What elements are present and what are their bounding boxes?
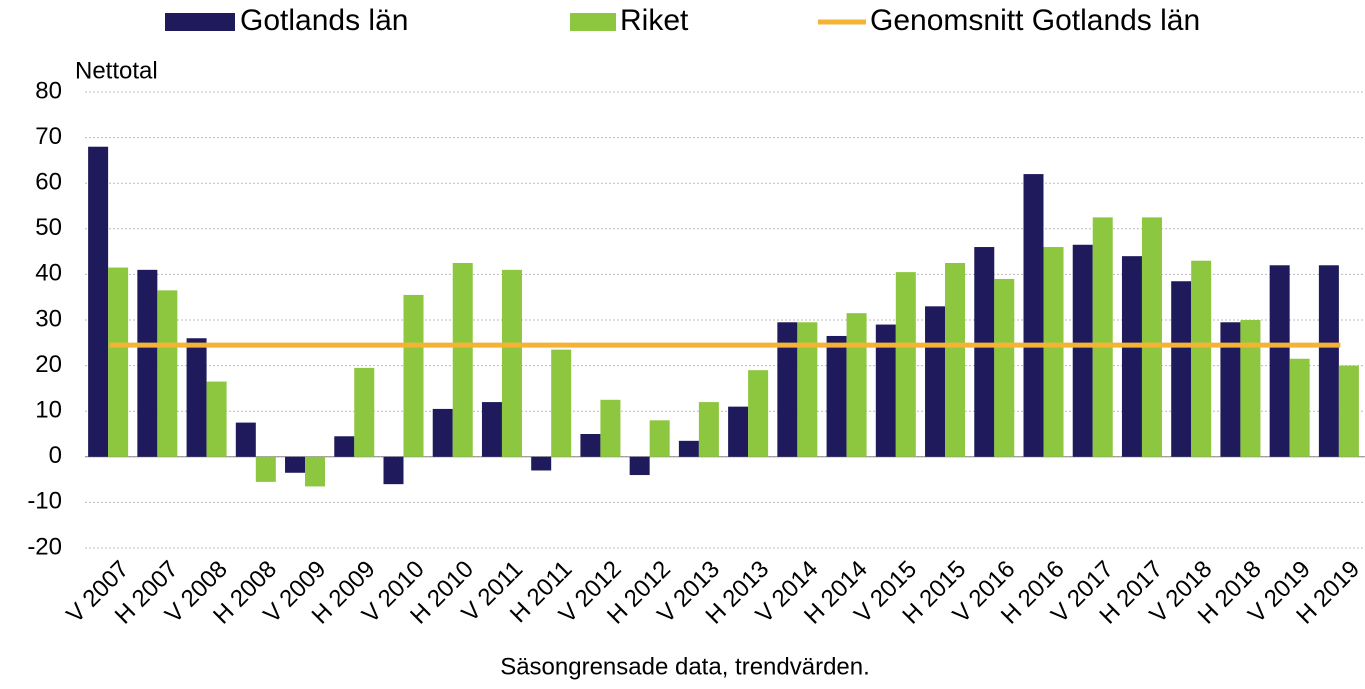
y-tick-label: -10 — [27, 488, 62, 515]
bar — [481, 402, 502, 457]
bar — [1269, 265, 1290, 457]
bar — [334, 436, 355, 457]
y-tick-label: 30 — [35, 305, 62, 332]
bar — [305, 456, 326, 487]
bar — [501, 269, 522, 457]
bar — [994, 278, 1015, 457]
bar — [157, 290, 178, 457]
bar — [531, 456, 552, 471]
bar — [797, 322, 818, 457]
bar — [285, 456, 306, 473]
bar — [1023, 174, 1044, 457]
bar — [383, 456, 404, 485]
bar — [728, 406, 749, 457]
bar — [1092, 217, 1113, 457]
bar — [432, 408, 453, 457]
bar — [649, 420, 670, 457]
legend-label: Genomsnitt Gotlands län — [870, 4, 1200, 37]
bar — [698, 402, 719, 457]
bar — [235, 422, 256, 457]
bar — [1240, 320, 1261, 457]
bar — [777, 322, 798, 457]
bar — [452, 263, 473, 457]
bar — [206, 381, 227, 457]
y-tick-label: 50 — [35, 214, 62, 241]
y-tick-label: 80 — [35, 77, 62, 104]
bar — [88, 146, 109, 457]
bar — [945, 263, 966, 457]
y-tick-label: -20 — [27, 533, 62, 560]
bar — [1121, 256, 1142, 457]
bar — [846, 313, 867, 457]
bar — [580, 434, 601, 457]
bar — [1072, 244, 1093, 457]
y-tick-label: 0 — [49, 442, 62, 469]
bar — [255, 456, 276, 482]
legend-swatch — [165, 13, 235, 31]
bar — [925, 306, 946, 457]
bar — [1318, 265, 1339, 457]
bar — [1191, 260, 1212, 457]
bar — [403, 294, 424, 457]
bar — [974, 247, 995, 457]
bar — [748, 370, 769, 457]
bar — [1220, 322, 1241, 457]
bar — [629, 456, 650, 476]
x-axis-label: Säsongrensade data, trendvärden. — [500, 653, 870, 680]
legend-label: Riket — [620, 4, 689, 37]
y-tick-label: 70 — [35, 123, 62, 150]
bar — [1338, 365, 1359, 457]
bar — [186, 338, 207, 457]
bar — [826, 335, 847, 457]
bar — [551, 349, 572, 457]
y-tick-label: 40 — [35, 260, 62, 287]
bar — [895, 272, 916, 457]
y-tick-label: 10 — [35, 397, 62, 424]
legend-swatch — [570, 13, 616, 31]
bar — [875, 324, 896, 457]
bar — [678, 440, 699, 457]
y-tick-label: 60 — [35, 169, 62, 196]
bar — [354, 367, 375, 457]
bar — [1141, 217, 1162, 457]
bar — [108, 267, 129, 457]
y-tick-label: 20 — [35, 351, 62, 378]
bar — [1171, 281, 1192, 457]
bar — [1289, 358, 1310, 457]
y-axis-label: Nettotal — [75, 57, 158, 84]
bar — [600, 399, 621, 457]
bar — [1043, 247, 1064, 457]
bar — [137, 269, 158, 457]
legend-label: Gotlands län — [240, 4, 408, 37]
